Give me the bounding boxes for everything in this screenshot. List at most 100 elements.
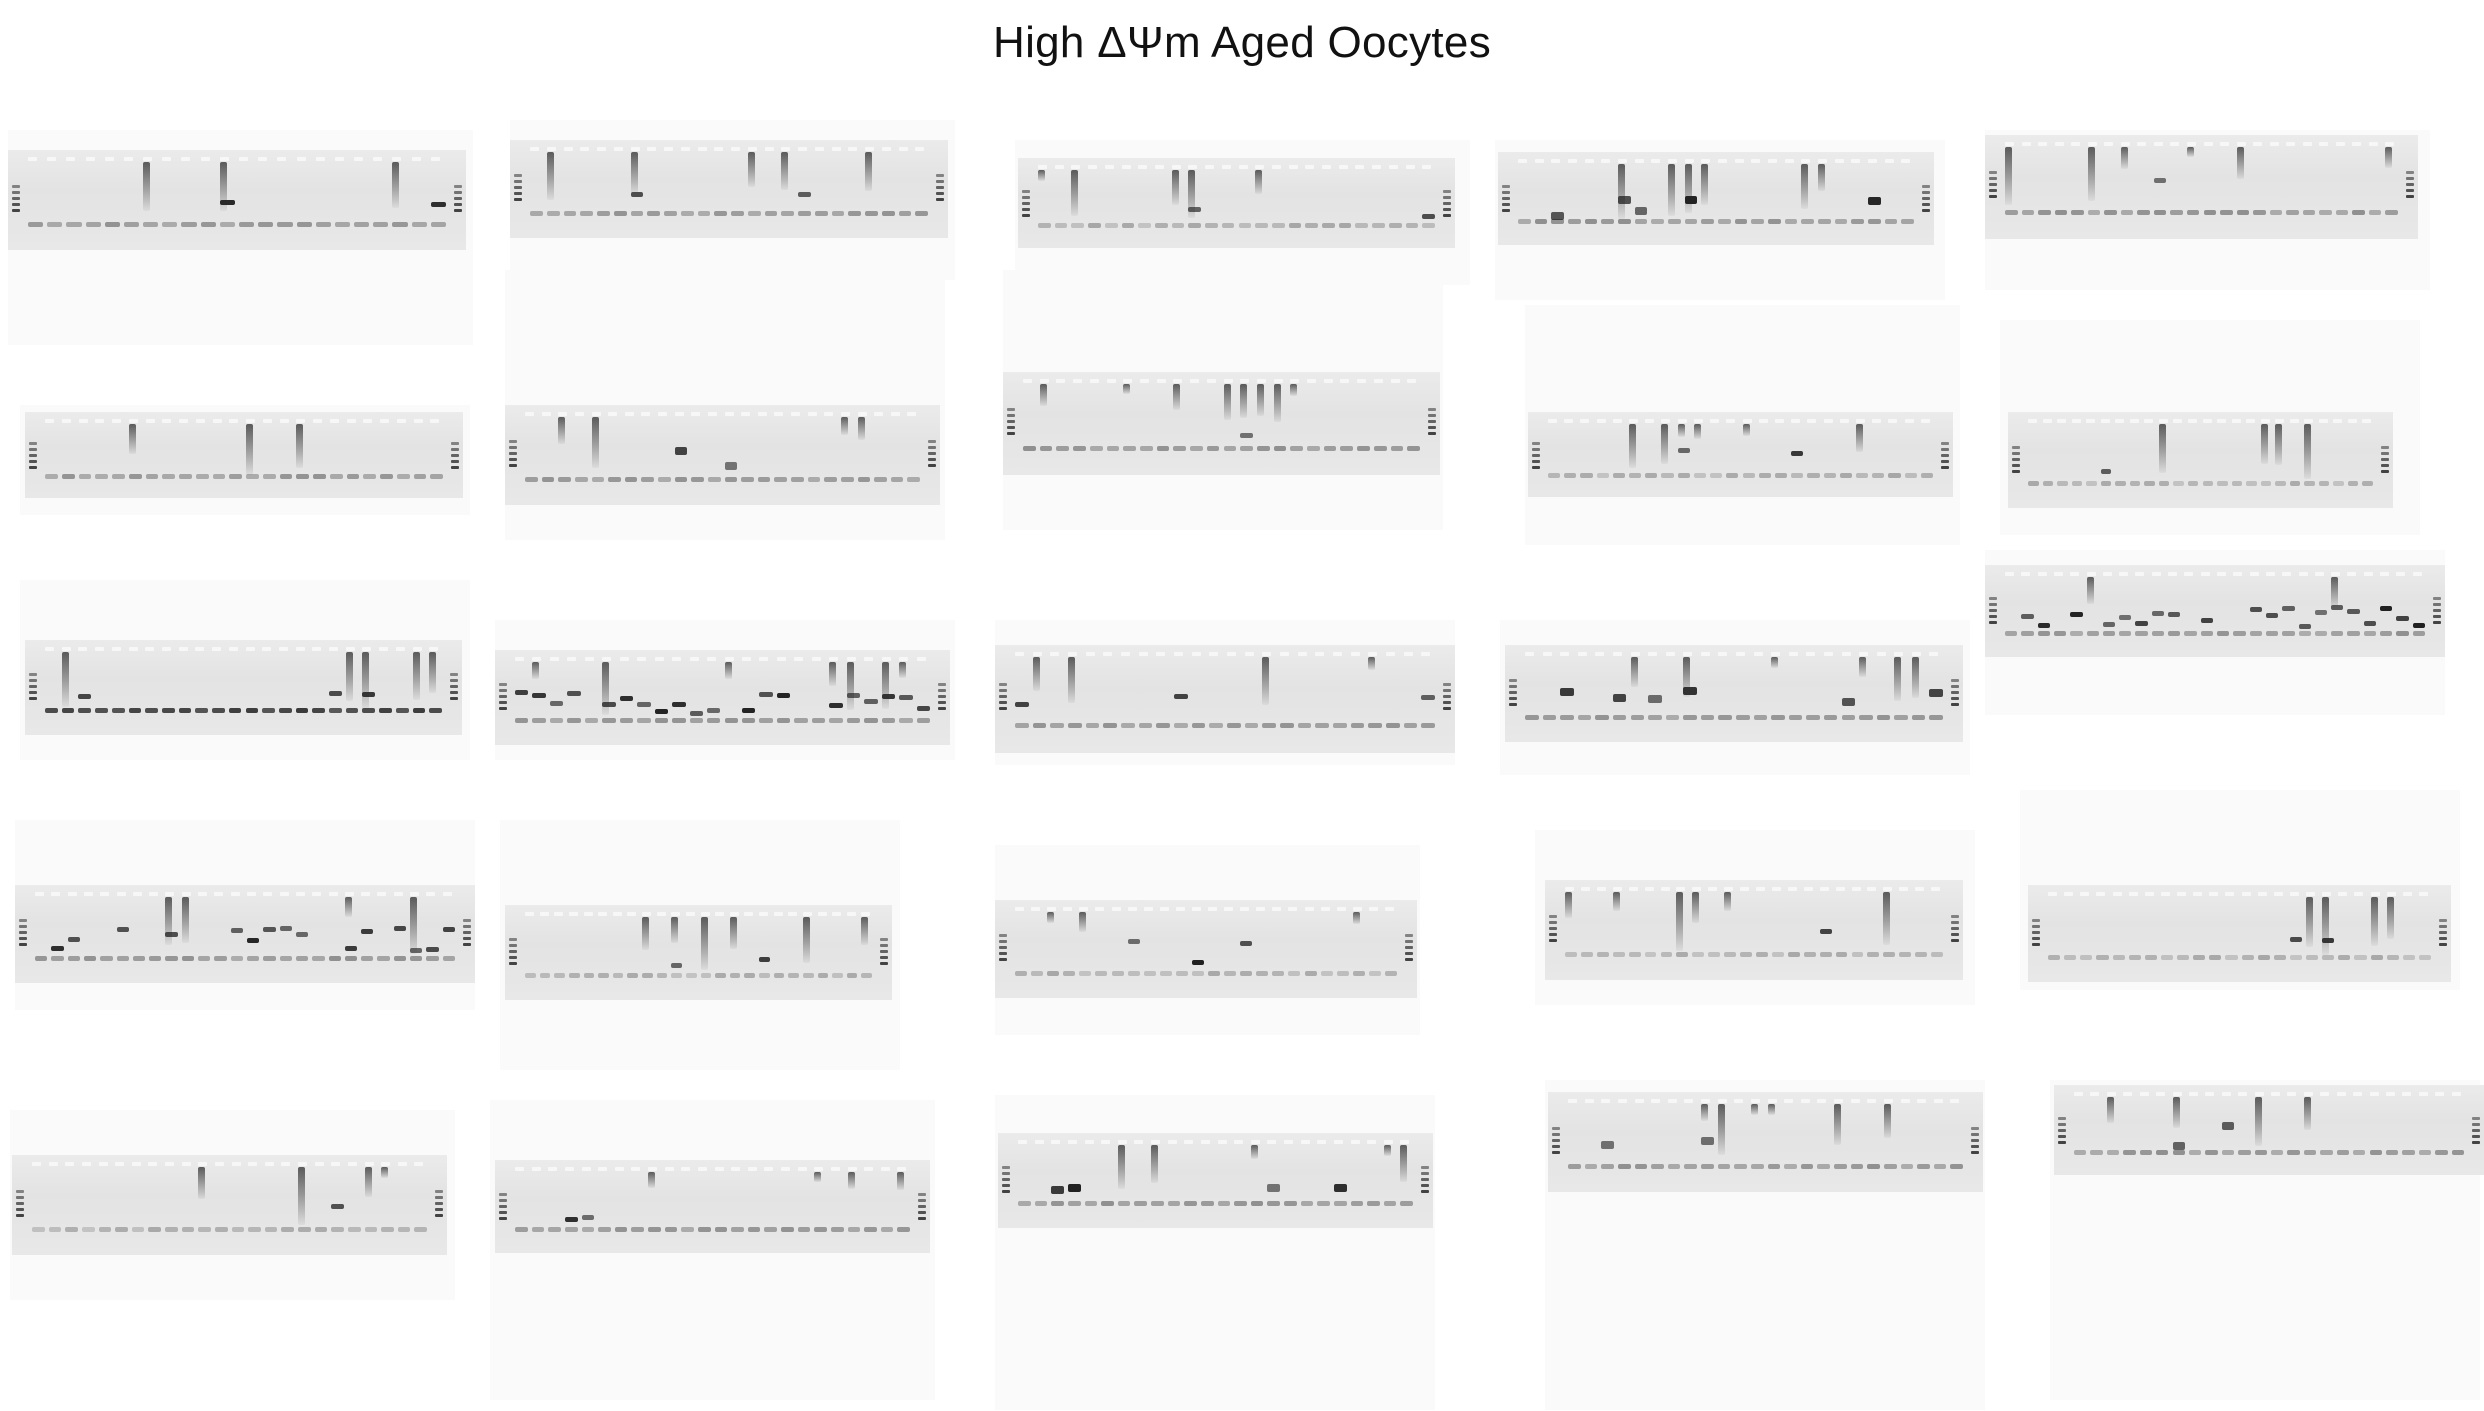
gel-well xyxy=(1768,159,1777,163)
gel-well xyxy=(230,892,240,896)
gel-well xyxy=(2271,1092,2280,1096)
gel-well xyxy=(78,647,88,651)
gel-band xyxy=(2380,606,2393,612)
gel-well xyxy=(2246,419,2256,423)
gel-image-r3c3 xyxy=(995,645,1455,753)
gel-band xyxy=(671,973,682,979)
gel-well xyxy=(2385,142,2395,146)
gel-image-r4c2 xyxy=(505,905,892,1000)
gel-image-r5c2 xyxy=(495,1160,930,1253)
gel-band xyxy=(530,210,543,216)
gel-well xyxy=(1565,887,1574,891)
gel-well xyxy=(672,657,682,661)
gel-well xyxy=(1304,907,1314,911)
gel-band xyxy=(558,477,571,482)
gel-band xyxy=(1684,1164,1697,1169)
gel-band xyxy=(773,973,785,979)
gel-band xyxy=(1154,222,1168,228)
gel-band xyxy=(2233,631,2246,637)
gel-well xyxy=(1634,1099,1644,1103)
gel-well xyxy=(1899,887,1909,891)
gel-well xyxy=(1628,887,1638,891)
gel-band xyxy=(1684,218,1698,224)
gel-band xyxy=(814,210,828,216)
gel-band xyxy=(2080,954,2093,960)
gel-well xyxy=(1787,887,1797,891)
gel-smear xyxy=(344,897,352,917)
gel-band xyxy=(1634,206,1648,215)
gel-band xyxy=(1756,952,1768,957)
gel-well xyxy=(2217,572,2226,576)
gel-band xyxy=(541,477,555,482)
gel-smear xyxy=(2086,577,2094,605)
gel-band xyxy=(1357,446,1370,452)
gel-band xyxy=(1023,446,1036,452)
gel-band xyxy=(515,718,529,724)
gel-band xyxy=(1038,222,1051,228)
gel-smear xyxy=(630,152,638,194)
gel-well xyxy=(2123,1092,2133,1096)
gel-well xyxy=(328,892,338,896)
gel-smear xyxy=(1894,657,1902,702)
gel-well xyxy=(2269,142,2279,146)
gel-band xyxy=(95,473,108,479)
gel-well xyxy=(1227,652,1236,656)
gel-well xyxy=(631,1167,641,1171)
gel-band xyxy=(731,1226,744,1232)
gel-band xyxy=(1256,970,1269,976)
gel-band xyxy=(802,973,814,979)
gel-band xyxy=(258,222,274,227)
gel-well xyxy=(861,912,871,916)
gel-band xyxy=(362,708,376,714)
gel-well xyxy=(1736,652,1745,656)
gel-band xyxy=(277,222,293,227)
gel-well xyxy=(2368,142,2378,146)
gel-band xyxy=(1103,722,1117,728)
gel-well xyxy=(51,892,61,896)
gel-well xyxy=(346,419,356,423)
gel-band xyxy=(344,955,358,961)
gel-band xyxy=(2100,469,2112,475)
gel-band xyxy=(314,1227,328,1232)
gel-image-r5c1 xyxy=(12,1155,447,1255)
gel-well xyxy=(61,419,71,423)
gel-band xyxy=(1300,1201,1314,1207)
gel-band xyxy=(814,1226,827,1232)
gel-band xyxy=(67,955,80,961)
gel-band xyxy=(2053,631,2067,637)
gel-well xyxy=(78,419,88,423)
gel-well xyxy=(1806,652,1816,656)
gel-well xyxy=(2028,419,2037,423)
gel-well xyxy=(597,147,606,151)
gel-well xyxy=(1883,887,1893,891)
gel-well xyxy=(1386,652,1395,656)
gel-well xyxy=(2074,1092,2083,1096)
gel-well xyxy=(1867,887,1877,891)
gel-well xyxy=(347,1162,357,1166)
gel-band xyxy=(2135,621,2148,627)
gel-band xyxy=(2153,209,2167,215)
gel-smear xyxy=(2386,897,2394,940)
gel-well xyxy=(329,647,339,651)
gel-smear xyxy=(1750,1104,1758,1115)
gel-well xyxy=(2353,1092,2363,1096)
gel-band xyxy=(1648,714,1662,720)
gel-well xyxy=(1103,652,1113,656)
gel-well xyxy=(1612,419,1622,423)
gel-well xyxy=(1320,907,1330,911)
gel-well xyxy=(2333,419,2343,423)
gel-band xyxy=(1791,473,1804,479)
gel-band xyxy=(1039,446,1053,452)
gel-well xyxy=(2168,572,2178,576)
gel-well xyxy=(1756,887,1765,891)
gel-smear xyxy=(1668,164,1675,216)
gel-band xyxy=(1034,1201,1048,1207)
gel-well xyxy=(1859,652,1869,656)
gel-band xyxy=(2286,209,2299,215)
gel-well xyxy=(1167,1140,1177,1144)
gel-band xyxy=(1612,714,1627,720)
gel-well xyxy=(2137,142,2147,146)
gel-well xyxy=(1323,379,1333,383)
gel-well xyxy=(1595,652,1605,656)
gel-smear xyxy=(899,662,907,679)
